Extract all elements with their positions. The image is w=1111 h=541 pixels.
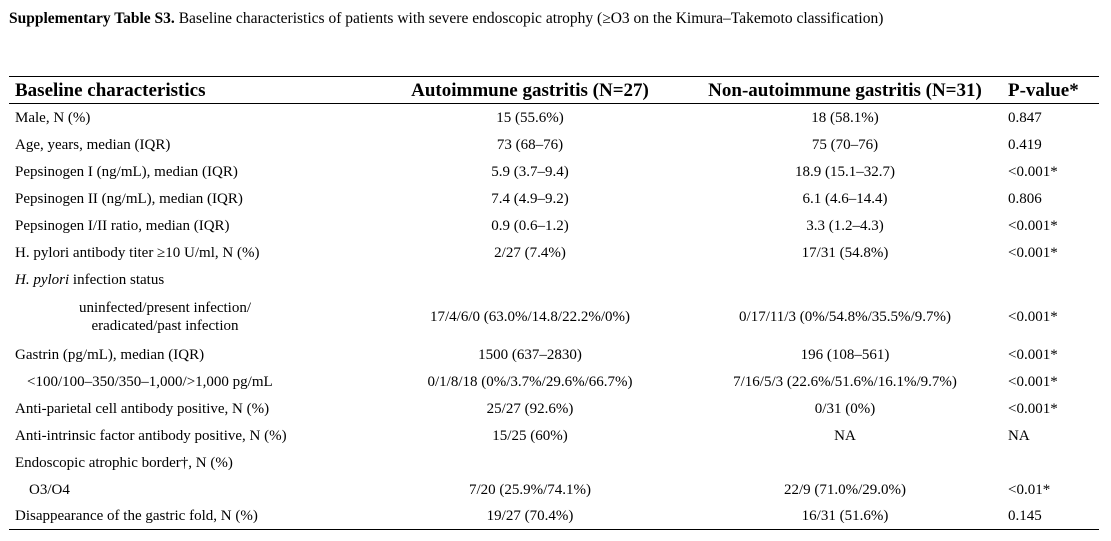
label-rest: infection status: [69, 271, 165, 288]
table-row: Anti-intrinsic factor antibody positive,…: [9, 422, 1099, 449]
row-label: <100/100–350/350–1,000/>1,000 pg/mL: [27, 373, 273, 390]
cell-aig: 7/20 (25.9%/74.1%): [468, 481, 592, 498]
cell-aig: 1500 (637–2830): [478, 346, 582, 363]
cell-non-aig: 16/31 (51.6%): [686, 503, 1004, 530]
caption-text: Baseline characteristics of patients wit…: [174, 10, 884, 27]
header-baseline-characteristics: Baseline characteristics: [9, 76, 374, 104]
cell-p-value: <0.001*: [1008, 244, 1058, 261]
cell-aig: 73 (68–76): [496, 136, 564, 153]
row-label: H. pylori antibody titer ≥10 U/ml, N (%): [15, 244, 260, 261]
cell-non-aig: 7/16/5/3 (22.6%/51.6%/16.1%/9.7%): [733, 373, 957, 390]
header-autoimmune-gastritis: Autoimmune gastritis (N=27): [374, 76, 686, 104]
cell-p-value: <0.001*: [1008, 373, 1058, 390]
cell-aig: 5.9 (3.7–9.4): [491, 163, 569, 180]
row-label: Anti-intrinsic factor antibody positive,…: [15, 427, 287, 444]
cell-non-aig: 18.9 (15.1–32.7): [795, 163, 895, 180]
table-row: Age, years, median (IQR) 73 (68–76) 75 (…: [9, 131, 1099, 158]
row-label: uninfected/present infection/ eradicated…: [9, 293, 374, 341]
cell-p-value: <0.001*: [1008, 217, 1058, 234]
cell-aig: 25/27 (92.6%): [486, 400, 574, 417]
row-label: Gastrin (pg/mL), median (IQR): [15, 346, 205, 363]
table-header-row: Baseline characteristics Autoimmune gast…: [9, 76, 1099, 104]
label-italic: H. pylori: [15, 271, 70, 288]
table-row: Pepsinogen I/II ratio, median (IQR) 0.9 …: [9, 212, 1099, 239]
table-row: <100/100–350/350–1,000/>1,000 pg/mL 0/1/…: [9, 368, 1099, 395]
cell-aig: 15 (55.6%): [496, 109, 564, 126]
cell-p-value: <0.001*: [1008, 346, 1058, 363]
cell-p-value: <0.001*: [1008, 163, 1058, 180]
table-row: Gastrin (pg/mL), median (IQR) 1500 (637–…: [9, 341, 1099, 368]
row-label: Anti-parietal cell antibody positive, N …: [15, 400, 270, 417]
cell-p-value: <0.01*: [1008, 481, 1051, 498]
cell-p-value: 0.806: [1008, 190, 1042, 207]
label-line-2: eradicated/past infection: [91, 318, 239, 334]
cell-p-value: NA: [1008, 427, 1030, 444]
table-row: O3/O4 7/20 (25.9%/74.1%) 22/9 (71.0%/29.…: [9, 476, 1099, 503]
row-label: O3/O4: [29, 481, 70, 498]
row-label: Pepsinogen II (ng/mL), median (IQR): [15, 190, 243, 207]
row-label: Pepsinogen I/II ratio, median (IQR): [15, 217, 230, 234]
header-non-autoimmune-gastritis: Non-autoimmune gastritis (N=31): [686, 76, 1004, 104]
baseline-characteristics-table: Baseline characteristics Autoimmune gast…: [9, 76, 1099, 530]
cell-aig: 0/1/8/18 (0%/3.7%/29.6%/66.7%): [427, 373, 633, 390]
table-row: Pepsinogen II (ng/mL), median (IQR) 7.4 …: [9, 185, 1099, 212]
table-row: Anti-parietal cell antibody positive, N …: [9, 395, 1099, 422]
cell-p-value: <0.001*: [1008, 309, 1058, 325]
cell-non-aig: 3.3 (1.2–4.3): [806, 217, 884, 234]
cell-non-aig: 0/31 (0%): [814, 400, 876, 417]
cell-non-aig: NA: [834, 427, 856, 444]
row-label: H. pylori infection status: [9, 266, 374, 293]
row-label: Endoscopic atrophic border†, N (%): [15, 454, 233, 471]
table-caption: Supplementary Table S3. Baseline charact…: [9, 9, 1099, 29]
table-section-row: H. pylori infection status: [9, 266, 1099, 293]
cell-non-aig: 18 (58.1%): [811, 109, 879, 126]
label-line-1: uninfected/present infection/: [79, 300, 252, 316]
cell-non-aig: 0/17/11/3 (0%/54.8%/35.5%/9.7%): [739, 309, 951, 325]
cell-non-aig: 6.1 (4.6–14.4): [802, 190, 888, 207]
cell-aig: 2/27 (7.4%): [494, 244, 566, 261]
row-label: Pepsinogen I (ng/mL), median (IQR): [15, 163, 238, 180]
row-label: Male, N (%): [15, 109, 91, 126]
cell-p-value: <0.001*: [1008, 400, 1058, 417]
cell-non-aig: 75 (70–76): [811, 136, 879, 153]
cell-non-aig: 17/31 (54.8%): [801, 244, 889, 261]
header-p-value: P-value*: [1004, 76, 1099, 104]
table-row: Male, N (%) 15 (55.6%) 18 (58.1%) 0.847: [9, 104, 1099, 132]
table-section-row: Endoscopic atrophic border†, N (%): [9, 449, 1099, 476]
cell-p-value: 0.847: [1008, 109, 1042, 126]
table-row: Pepsinogen I (ng/mL), median (IQR) 5.9 (…: [9, 158, 1099, 185]
table-row: Disappearance of the gastric fold, N (%)…: [9, 503, 1099, 530]
cell-aig: 17/4/6/0 (63.0%/14.8/22.2%/0%): [430, 309, 630, 325]
cell-non-aig: 22/9 (71.0%/29.0%): [783, 481, 907, 498]
table-row: uninfected/present infection/ eradicated…: [9, 293, 1099, 341]
cell-aig: 7.4 (4.9–9.2): [491, 190, 569, 207]
row-label: Disappearance of the gastric fold, N (%): [9, 503, 374, 530]
cell-p-value: 0.419: [1008, 136, 1042, 153]
cell-aig: 19/27 (70.4%): [374, 503, 686, 530]
cell-non-aig: 196 (108–561): [800, 346, 890, 363]
row-label: Age, years, median (IQR): [15, 136, 171, 153]
cell-aig: 15/25 (60%): [492, 427, 568, 444]
cell-p-value: 0.145: [1004, 503, 1099, 530]
cell-aig: 0.9 (0.6–1.2): [491, 217, 569, 234]
caption-lead: Supplementary Table S3.: [9, 10, 175, 27]
table-row: H. pylori antibody titer ≥10 U/ml, N (%)…: [9, 239, 1099, 266]
